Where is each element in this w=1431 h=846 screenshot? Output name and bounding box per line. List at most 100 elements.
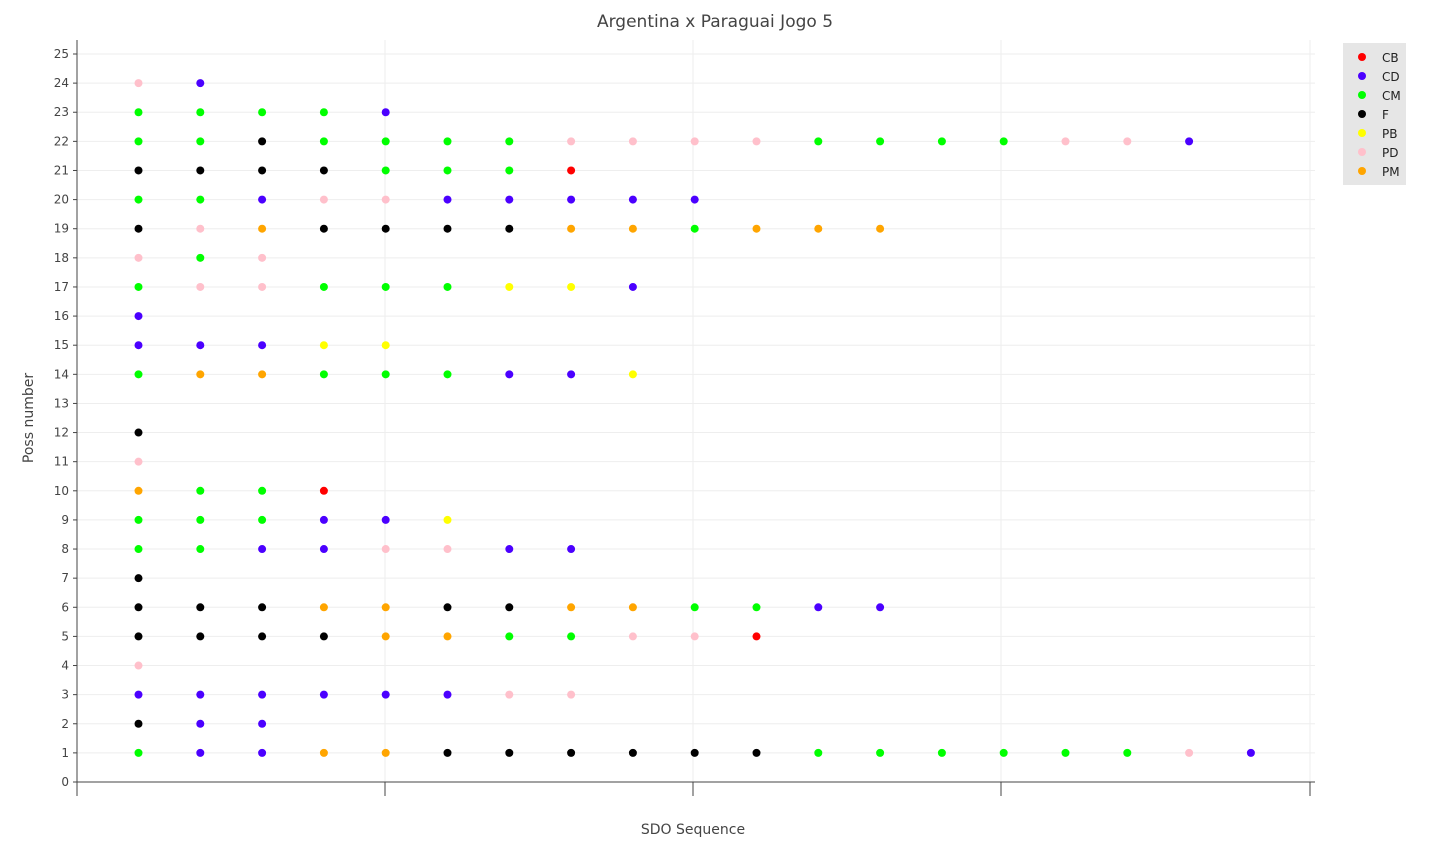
axes: 0123456789101112131415161718192021222324… [54,40,1315,796]
point-cd [381,515,390,524]
point-f [690,748,699,757]
point-cm [319,108,328,117]
point-cm [258,486,267,495]
point-pd [690,632,699,641]
chart-title: Argentina x Paraguai Jogo 5 [597,12,833,32]
grid-layer [76,40,1315,783]
point-cd [258,748,267,757]
y-tick-label: 5 [61,629,69,643]
point-pd [319,195,328,204]
point-pd [134,457,143,466]
point-f [505,603,514,612]
point-f [505,224,514,233]
point-pm [134,486,143,495]
point-cm [999,748,1008,757]
point-cd [814,603,823,612]
point-cm [443,137,452,146]
point-cd [567,195,576,204]
point-cd [319,515,328,524]
y-tick-label: 20 [54,193,69,207]
point-cd [319,690,328,699]
point-cm [690,224,699,233]
point-f [443,224,452,233]
point-cd [258,545,267,554]
legend-label-f: F [1382,108,1389,122]
point-pd [505,690,514,699]
point-cm [196,108,205,117]
y-tick-label: 22 [54,134,69,148]
point-pm [196,370,205,379]
point-cd [134,341,143,350]
point-cm [319,370,328,379]
y-tick-label: 14 [54,367,69,381]
legend-label-cb: CB [1382,51,1399,65]
y-tick-label: 4 [61,659,69,673]
point-cd [505,195,514,204]
point-pd [567,137,576,146]
point-f [196,166,205,175]
y-tick-label: 6 [61,600,69,614]
legend-label-pm: PM [1382,165,1400,179]
legend-background [1343,43,1406,185]
point-cm [134,748,143,757]
point-cm [443,282,452,291]
point-cm [505,166,514,175]
point-cm [814,137,823,146]
point-pd [690,137,699,146]
point-pm [567,224,576,233]
point-f [258,603,267,612]
y-tick-label: 10 [54,484,69,498]
point-cb [752,632,761,641]
y-tick-label: 21 [54,163,69,177]
point-cd [258,690,267,699]
point-cm [752,603,761,612]
legend-marker-pd [1358,148,1366,156]
point-cm [196,545,205,554]
point-cm [567,632,576,641]
point-cm [196,515,205,524]
point-pd [567,690,576,699]
point-pm [258,224,267,233]
y-tick-label: 9 [61,513,69,527]
point-pd [258,253,267,262]
data-points [134,79,1255,757]
y-axis-label: Poss number [21,373,37,463]
point-pm [814,224,823,233]
point-cm [319,137,328,146]
point-cd [196,79,205,88]
point-cd [134,312,143,321]
point-f [134,632,143,641]
point-pd [628,632,637,641]
point-f [134,603,143,612]
point-cm [134,282,143,291]
point-pd [1061,137,1070,146]
point-pb [381,341,390,350]
point-cm [196,486,205,495]
y-tick-label: 25 [54,47,69,61]
point-cd [690,195,699,204]
point-cm [134,370,143,379]
point-cm [134,195,143,204]
point-cd [134,690,143,699]
point-cm [876,137,885,146]
point-pm [381,603,390,612]
point-cd [1246,748,1255,757]
point-cm [196,195,205,204]
legend-marker-f [1358,110,1366,118]
point-pb [443,515,452,524]
point-cm [999,137,1008,146]
point-f [134,428,143,437]
point-cd [258,341,267,350]
point-cd [567,545,576,554]
point-cm [505,137,514,146]
point-pm [319,603,328,612]
point-f [196,632,205,641]
y-tick-label: 16 [54,309,69,323]
point-cd [196,719,205,728]
legend-label-pd: PD [1382,146,1398,160]
point-cm [443,370,452,379]
point-cm [134,515,143,524]
point-cd [628,282,637,291]
point-cd [1185,137,1194,146]
point-f [443,748,452,757]
